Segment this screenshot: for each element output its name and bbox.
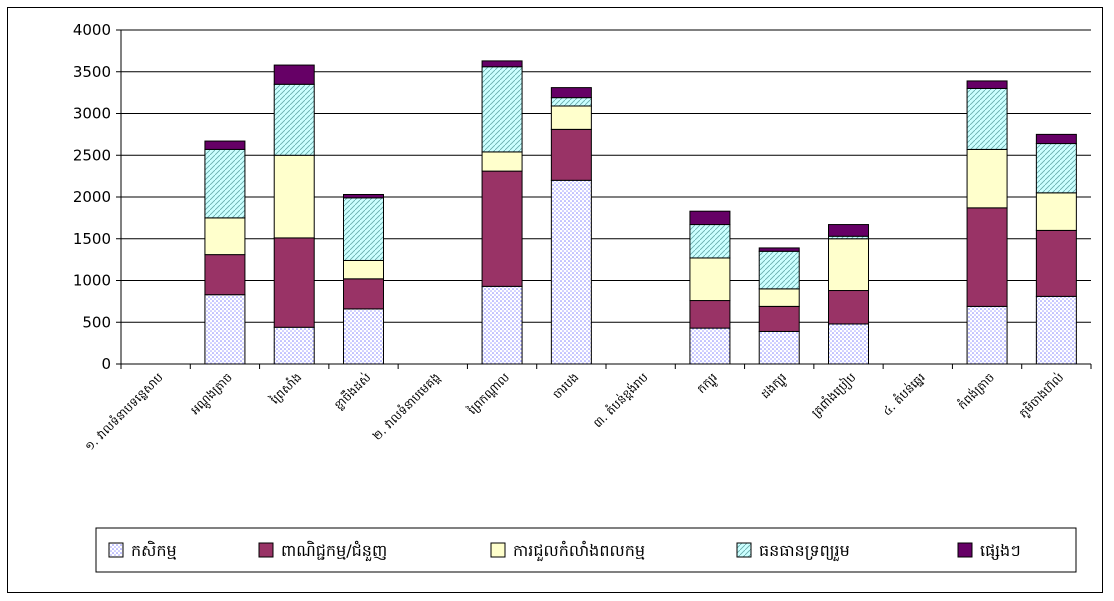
- bar-segment: [690, 225, 730, 258]
- x-category-label: ៤. តំបន់ឆ្នេរ: [879, 369, 928, 418]
- x-category-label: ចារបង: [550, 370, 581, 401]
- bar-segment: [205, 255, 245, 295]
- bar-segment: [690, 301, 730, 329]
- legend-label: ការជួលកំលាំងពលកម្ម: [513, 540, 645, 562]
- bar-segment: [482, 152, 522, 171]
- x-category-label: ១. វាលទំនាបទន្លេសាប: [81, 369, 166, 454]
- bar-segment: [274, 238, 314, 327]
- bar-segment: [690, 258, 730, 301]
- legend-label: ផ្សេងៗ: [980, 541, 1021, 560]
- bar-segment: [274, 65, 314, 84]
- x-category-label: ត្រពាំងប្រៀប: [808, 369, 859, 420]
- y-tick-label: 2500: [73, 146, 111, 164]
- bar-segment: [482, 171, 522, 286]
- legend-label: កសិកម្ម: [131, 540, 177, 560]
- bar-segment: [759, 289, 799, 307]
- y-axis-ticks: 0 500 1000 1500 2000 2500 3000 3500 4000: [73, 21, 121, 373]
- bar-segment: [344, 309, 384, 364]
- legend-swatch: [737, 543, 751, 557]
- x-category-label: ព្រៃសាំង: [266, 370, 304, 408]
- bar-segment: [551, 88, 591, 98]
- x-category-label: កក្បូរ: [694, 370, 722, 398]
- bar-segment: [551, 129, 591, 180]
- bar-segment: [1036, 144, 1076, 193]
- bars: [205, 61, 1076, 364]
- bar-segment: [274, 155, 314, 238]
- bar-segment: [690, 328, 730, 364]
- bar-segment: [482, 67, 522, 152]
- bar-segment: [829, 291, 869, 324]
- legend: កសិកម្ម ពាណិជ្ជកម្ម/ជំនួញ ការជួលកំលាំងពលកម…: [96, 528, 1076, 572]
- bar-segment: [759, 306, 799, 331]
- x-category-label: កំពង់ត្រាច: [954, 370, 997, 413]
- bar-segment: [205, 295, 245, 364]
- bar-segment: [551, 180, 591, 364]
- bar-segment: [829, 239, 869, 291]
- y-tick-label: 2000: [73, 188, 111, 206]
- bar-segment: [274, 84, 314, 155]
- bar-segment: [759, 331, 799, 364]
- x-category-label: អណ្តូងត្រាច: [188, 370, 237, 419]
- bar-segment: [344, 198, 384, 261]
- x-category-label: ៣. តំបន់ខ្ពង់រាប: [590, 369, 651, 430]
- y-tick-label: 4000: [73, 21, 111, 39]
- bar-segment: [759, 251, 799, 289]
- bar-segment: [967, 149, 1007, 207]
- bar-segment: [205, 141, 245, 149]
- legend-swatch: [259, 543, 273, 557]
- bar-segment: [967, 81, 1007, 89]
- x-category-label: ខ្លាចឹងដស់: [331, 370, 374, 413]
- bar-segment: [759, 248, 799, 251]
- y-tick-label: 500: [82, 313, 111, 331]
- bar-segment: [829, 225, 869, 237]
- bar-segment: [482, 286, 522, 364]
- legend-label: ពាណិជ្ជកម្ម/ជំនួញ: [281, 540, 387, 562]
- bar-segment: [551, 106, 591, 129]
- legend-swatch: [958, 543, 972, 557]
- x-category-label: ដងក្បូរ: [758, 370, 792, 404]
- y-tick-label: 3500: [73, 63, 111, 81]
- bar-segment: [274, 327, 314, 364]
- bar-segment: [205, 218, 245, 255]
- bar-segment: [482, 61, 522, 67]
- bar-segment: [1036, 296, 1076, 364]
- bar-segment: [344, 260, 384, 278]
- bar-segment: [829, 324, 869, 364]
- legend-swatch: [109, 543, 123, 557]
- axes: [121, 30, 1091, 369]
- bar-segment: [967, 306, 1007, 364]
- y-tick-label: 0: [101, 355, 111, 373]
- bar-segment: [967, 88, 1007, 149]
- bar-segment: [551, 98, 591, 106]
- legend-swatch: [491, 543, 505, 557]
- bar-segment: [1036, 193, 1076, 231]
- bar-segment: [344, 194, 384, 197]
- x-category-label: ២. វាលទំនាបមេគង្គ: [369, 370, 443, 444]
- y-tick-label: 1500: [73, 230, 111, 248]
- bar-segment: [1036, 230, 1076, 296]
- gridlines: [121, 30, 1091, 322]
- x-axis-labels: ១. វាលទំនាបទន្លេសាប អណ្តូងត្រាច ព្រៃសាំង ខ្…: [81, 369, 1067, 454]
- y-tick-label: 3000: [73, 105, 111, 123]
- bar-segment: [205, 149, 245, 217]
- x-category-label: ភូមិចាងហ៊ល់: [1015, 370, 1067, 422]
- legend-label: ធនធានទ្រព្យរួម: [759, 541, 850, 562]
- x-category-label: ព្រៃកណ្តាល: [464, 370, 512, 418]
- bar-segment: [344, 279, 384, 309]
- bar-segment: [967, 208, 1007, 307]
- y-tick-label: 1000: [73, 272, 111, 290]
- bar-segment: [1036, 134, 1076, 143]
- bar-segment: [690, 211, 730, 224]
